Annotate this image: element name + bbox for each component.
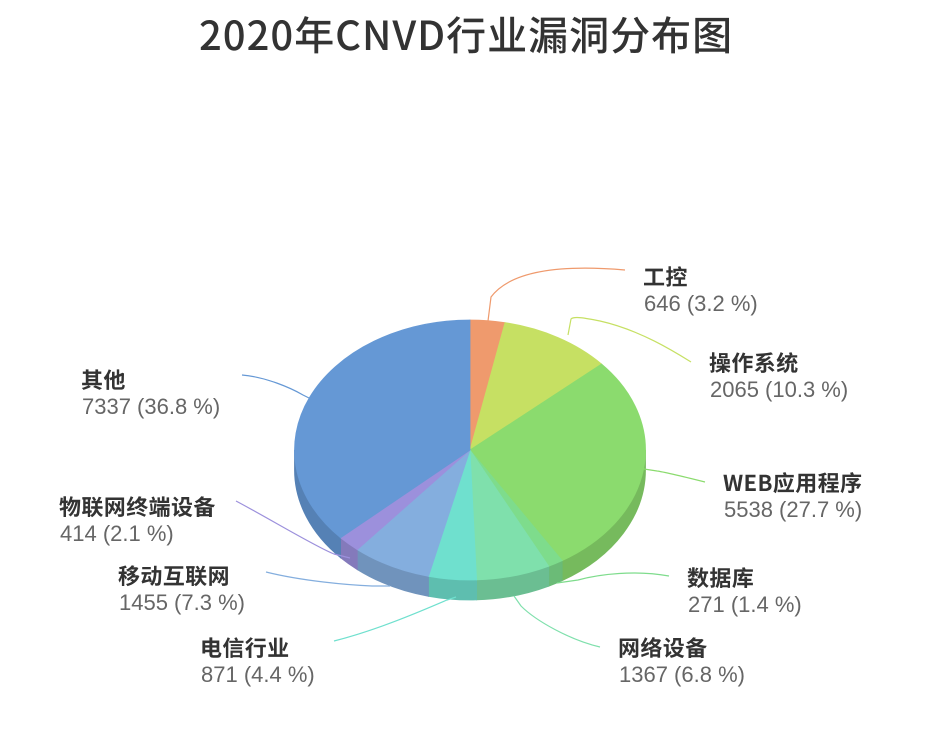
svg-text:2065 (10.3 %): 2065 (10.3 %) (710, 377, 848, 402)
svg-text:646 (3.2 %): 646 (3.2 %) (644, 291, 758, 316)
svg-text:271 (1.4 %): 271 (1.4 %) (688, 592, 802, 617)
svg-text:5538 (27.7 %): 5538 (27.7 %) (724, 497, 862, 522)
svg-text:7337 (36.8 %): 7337 (36.8 %) (82, 394, 220, 419)
svg-text:871 (4.4 %): 871 (4.4 %) (201, 662, 315, 687)
svg-text:1455 (7.3 %): 1455 (7.3 %) (119, 590, 245, 615)
svg-text:1367 (6.8 %): 1367 (6.8 %) (619, 662, 745, 687)
svg-text:414 (2.1 %): 414 (2.1 %) (60, 521, 174, 546)
